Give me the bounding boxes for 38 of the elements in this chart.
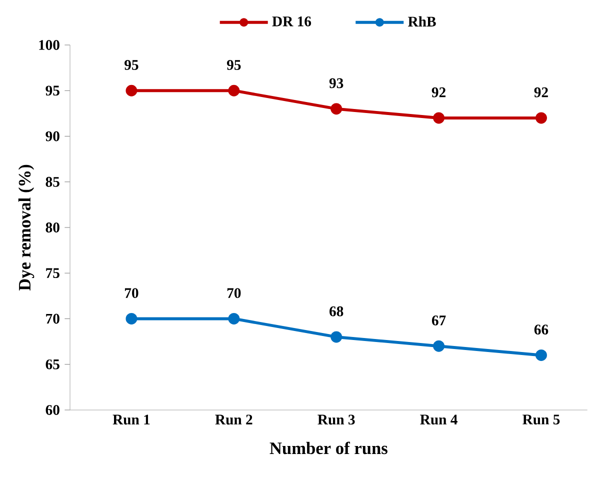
y-tick-label: 75 bbox=[46, 268, 60, 278]
x-tick-label: Run 1 bbox=[112, 414, 150, 425]
y-tick-label: 70 bbox=[46, 314, 60, 324]
y-tick-label: 85 bbox=[46, 176, 60, 187]
y-axis-title: Dye removal (%) bbox=[18, 164, 34, 291]
point bbox=[330, 331, 342, 343]
x-tick-label: Run 5 bbox=[522, 414, 560, 424]
data-label: 93 bbox=[329, 78, 344, 88]
x-tick-label: Run 4 bbox=[420, 414, 458, 425]
point bbox=[433, 340, 445, 352]
point bbox=[228, 84, 240, 96]
legend-label: DR 16 bbox=[272, 16, 312, 26]
y-tick-label: 90 bbox=[46, 131, 60, 142]
point bbox=[126, 84, 138, 96]
data-label: 95 bbox=[124, 60, 138, 70]
x-tick-label: Run 3 bbox=[318, 414, 355, 425]
y-tick-label: 95 bbox=[46, 86, 60, 96]
point bbox=[535, 350, 547, 361]
x-tick-label: Run 2 bbox=[215, 414, 252, 425]
data-label: 66 bbox=[534, 324, 548, 335]
point bbox=[330, 103, 342, 115]
legend-label: RhB bbox=[408, 16, 436, 26]
data-label: 68 bbox=[330, 306, 344, 316]
point bbox=[535, 112, 547, 124]
y-tick-label: 65 bbox=[46, 359, 60, 370]
data-label: 70 bbox=[227, 288, 241, 298]
y-tick-label: 100 bbox=[39, 40, 60, 50]
data-label: 92 bbox=[432, 87, 446, 98]
point bbox=[228, 313, 240, 324]
x-axis-title: Number of runs bbox=[270, 442, 388, 454]
point bbox=[126, 313, 138, 324]
y-tick-label: 60 bbox=[46, 405, 60, 415]
y-tick-label: 80 bbox=[46, 222, 60, 232]
data-label: 92 bbox=[534, 87, 548, 98]
data-label: 67 bbox=[432, 316, 446, 326]
data-label: 70 bbox=[124, 288, 138, 298]
point bbox=[433, 112, 445, 124]
data-label: 95 bbox=[226, 60, 241, 70]
